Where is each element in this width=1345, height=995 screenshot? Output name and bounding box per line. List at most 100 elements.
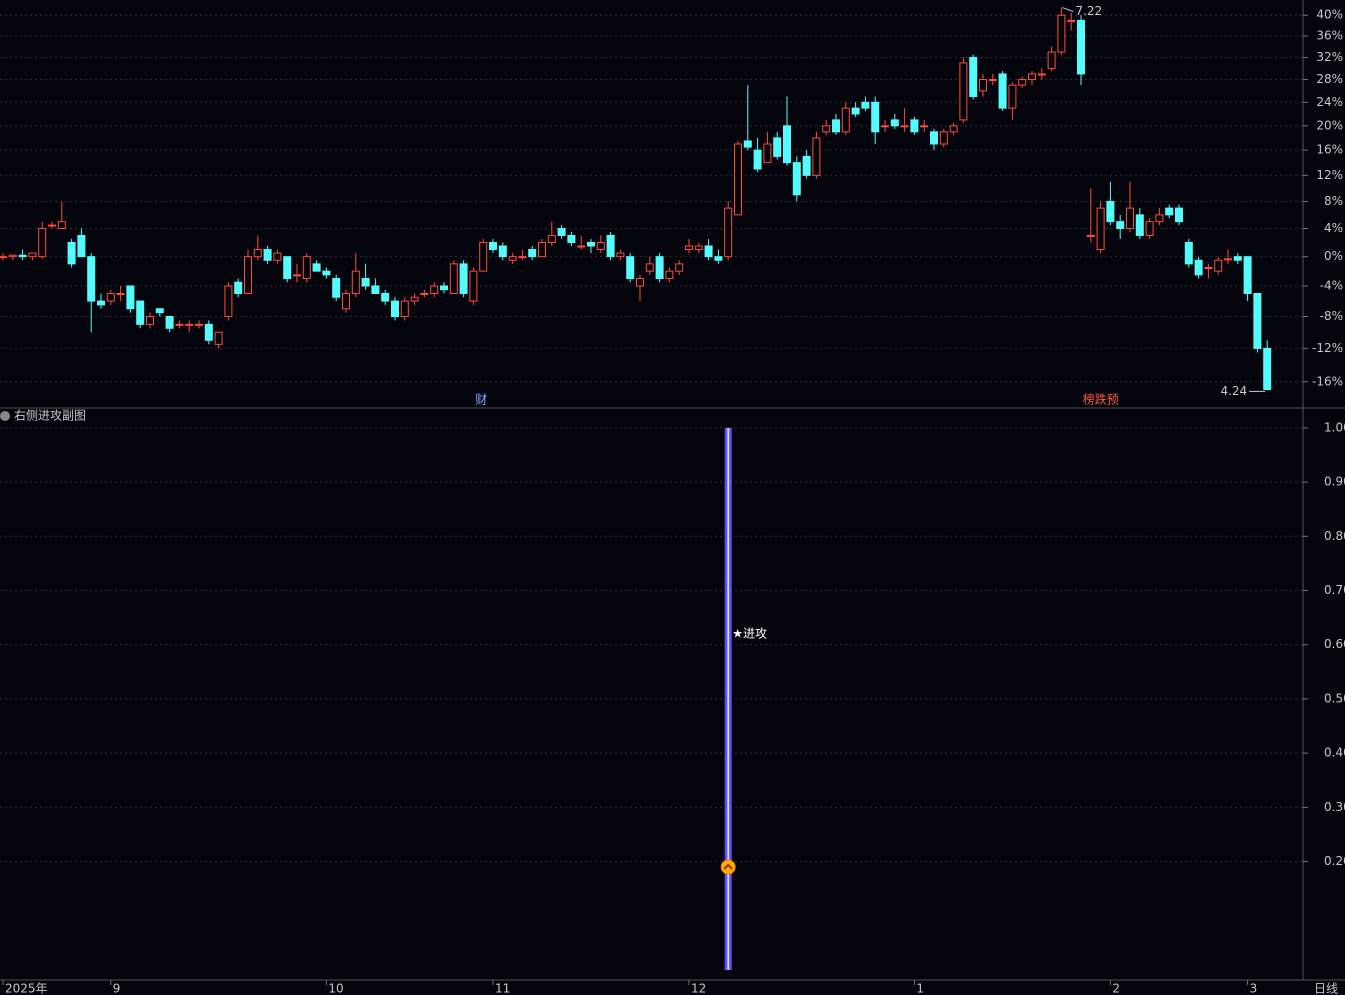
event-marker[interactable]: 财 [475, 393, 487, 407]
y-tick-label: 0.30 [1324, 800, 1345, 814]
candle-body [1037, 73, 1046, 76]
candle-body [743, 140, 752, 148]
candle-body [910, 119, 919, 133]
candle-body [312, 263, 321, 272]
candle-body [783, 125, 791, 164]
candle-body [28, 252, 37, 258]
candle-body [763, 143, 772, 164]
y-tick-label: 20% [1316, 118, 1343, 132]
candle-body [48, 224, 56, 227]
signal-annotation: ★进攻 [732, 626, 767, 640]
candle-body [1126, 207, 1134, 230]
candle-body [734, 143, 742, 216]
candle-body [293, 274, 301, 277]
candle-body [391, 300, 399, 318]
y-tick-label: 0.20 [1324, 854, 1345, 868]
candle-body [18, 254, 27, 258]
candle-body [1145, 221, 1154, 236]
candle-body [822, 125, 831, 133]
candle-body [851, 107, 860, 115]
x-tick-label: 3 [1250, 982, 1258, 995]
candle-body [1243, 256, 1252, 294]
candle-body [939, 131, 948, 145]
candle-body [234, 281, 243, 294]
signal-marker [720, 859, 736, 875]
candle-body [841, 107, 850, 133]
candle-body [557, 228, 566, 236]
candle-body [969, 56, 978, 98]
y-tick-label: 0.80 [1324, 529, 1345, 543]
candle-body [195, 323, 203, 326]
candle-body [1175, 207, 1183, 223]
candle-body [263, 249, 272, 261]
candle-body [116, 292, 125, 295]
candle-body [361, 278, 370, 287]
candle-body [596, 241, 605, 251]
candle-body [1067, 19, 1076, 22]
candle-body [420, 292, 429, 295]
candle-body [1057, 14, 1066, 53]
candle-body [106, 292, 115, 302]
candle-body [332, 278, 341, 298]
candle-body [547, 234, 556, 243]
candle-body [489, 241, 497, 251]
candle-body [959, 62, 968, 121]
high-price-label: 7.22 [1075, 4, 1102, 18]
candle-body [214, 331, 223, 345]
x-tick-label: 11 [495, 982, 510, 995]
candle-body [577, 245, 586, 248]
candle-body [175, 323, 184, 326]
candle-body [400, 300, 409, 318]
candle-body [930, 131, 938, 145]
candle-body [253, 249, 262, 258]
y-tick-label: -16% [1312, 374, 1343, 388]
event-marker[interactable]: 榜跌预 [1083, 392, 1119, 407]
candle-body [459, 263, 468, 294]
candle-body [606, 234, 615, 258]
candle-body [1096, 207, 1105, 251]
y-tick-label: 40% [1316, 8, 1343, 22]
y-tick-label: -12% [1312, 341, 1343, 355]
candle-body [185, 323, 194, 326]
x-tick-label: 12 [691, 982, 706, 995]
candle-body [283, 256, 292, 280]
y-tick-label: 0.90 [1324, 475, 1345, 489]
candle-body [616, 252, 625, 258]
collapse-icon[interactable] [0, 411, 10, 421]
candle-body [273, 252, 282, 261]
candle-body [498, 245, 507, 258]
candle-body [979, 79, 987, 92]
y-tick-label: 12% [1316, 168, 1343, 182]
candle-body [1028, 73, 1036, 81]
candle-body [538, 241, 546, 258]
y-tick-label: 24% [1316, 95, 1343, 109]
candle-body [636, 278, 644, 287]
candle-body [626, 256, 635, 280]
candle-body [302, 256, 311, 280]
candle-body [87, 256, 96, 302]
y-tick-label: 36% [1316, 29, 1343, 43]
y-tick-label: -4% [1320, 278, 1343, 292]
candle-body [1214, 259, 1223, 272]
x-tick-label: 2025年 [5, 982, 48, 995]
candle-body [890, 119, 899, 127]
period-label[interactable]: 日线 [1314, 982, 1338, 995]
y-tick-label: 1.00 [1324, 420, 1345, 434]
candle-body [1165, 207, 1174, 216]
x-tick-label: 2 [1112, 982, 1120, 995]
candle-body [802, 155, 811, 176]
candle-body [1184, 241, 1193, 265]
candle-body [469, 270, 478, 302]
candle-body [0, 256, 7, 259]
candle-body [136, 300, 145, 325]
candle-body [1047, 51, 1056, 69]
candle-body [204, 323, 213, 341]
y-tick-label: 0.40 [1324, 746, 1345, 760]
candle-body [440, 285, 448, 291]
y-tick-label: 0.50 [1324, 691, 1345, 705]
candle-body [8, 254, 17, 258]
candle-body [832, 119, 840, 133]
candle-body [949, 125, 958, 133]
